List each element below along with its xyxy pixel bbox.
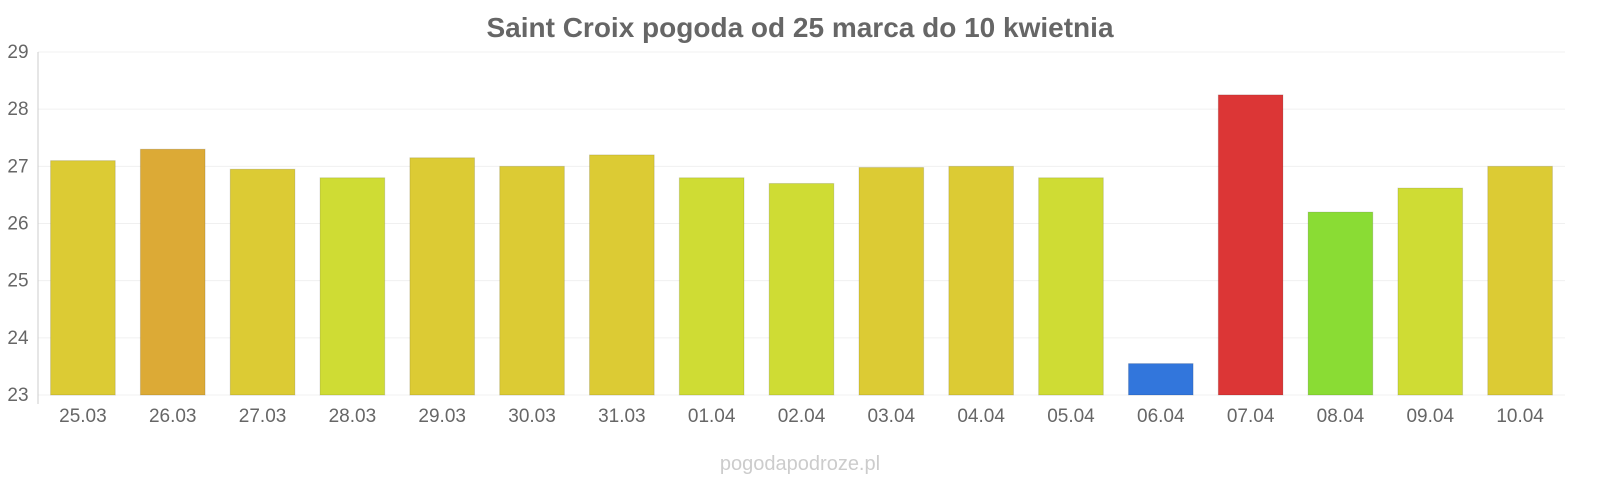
x-tick-label: 28.03 <box>329 406 377 427</box>
bar-25.03 <box>50 160 116 396</box>
chart-title: Saint Croix pogoda od 25 marca do 10 kwi… <box>486 12 1113 43</box>
x-tick-labels: 25.03 26.03 27.03 28.03 29.03 30.03 31.03 01.04… <box>59 406 1544 427</box>
y-tick-label: 25 <box>7 271 28 292</box>
x-tick-label: 03.04 <box>868 406 916 427</box>
bar-28.03 <box>319 177 386 396</box>
x-tick-label: 02.04 <box>778 406 826 427</box>
x-tick-label: 07.04 <box>1227 406 1275 427</box>
x-tick-label: 06.04 <box>1137 406 1185 427</box>
y-tick-label: 29 <box>7 42 28 63</box>
bar-05.04 <box>1038 177 1104 396</box>
bar-07.04 <box>1217 94 1284 396</box>
x-tick-label: 09.04 <box>1406 406 1454 427</box>
bar-06.04 <box>1127 363 1194 396</box>
x-tick-label: 05.04 <box>1047 406 1095 427</box>
bar-10.04 <box>1487 165 1553 396</box>
bar-03.04 <box>858 166 925 396</box>
bar-08.04 <box>1307 211 1374 396</box>
y-tick-label: 24 <box>7 328 29 349</box>
y-tick-label: 23 <box>7 385 28 406</box>
watermark-text: pogodapodroze.pl <box>720 453 880 475</box>
x-tick-label: 25.03 <box>59 406 107 427</box>
bars <box>50 94 1553 396</box>
x-tick-label: 26.03 <box>149 406 197 427</box>
y-tick-label: 26 <box>7 214 28 235</box>
bar-29.03 <box>409 157 476 396</box>
y-tick-label: 27 <box>7 156 28 177</box>
y-tick-label: 28 <box>7 99 28 120</box>
bar-09.04 <box>1397 187 1464 396</box>
bar-02.04 <box>768 182 835 396</box>
x-tick-label: 29.03 <box>418 406 466 427</box>
y-tick-labels: 23 24 25 26 27 28 29 <box>7 42 29 406</box>
x-tick-label: 08.04 <box>1317 406 1365 427</box>
x-tick-label: 10.04 <box>1496 406 1544 427</box>
x-tick-label: 27.03 <box>239 406 287 427</box>
x-tick-label: 31.03 <box>598 406 646 427</box>
bar-30.03 <box>499 165 565 396</box>
bar-01.04 <box>678 177 745 396</box>
bar-27.03 <box>229 168 296 396</box>
x-tick-label: 04.04 <box>957 406 1005 427</box>
bar-26.03 <box>139 148 206 396</box>
x-tick-label: 30.03 <box>508 406 556 427</box>
bar-31.03 <box>589 154 655 396</box>
x-tick-label: 01.04 <box>688 406 736 427</box>
bar-04.04 <box>948 165 1014 396</box>
